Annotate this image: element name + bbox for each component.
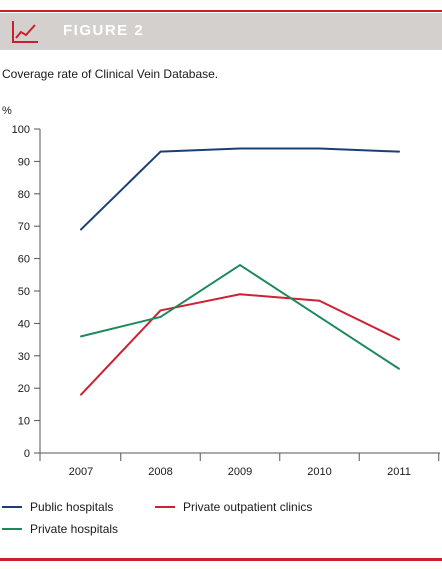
chart-axes (39, 129, 440, 454)
legend-swatch-private-outpatient-clinics (155, 506, 175, 508)
data-point-public-hospitals (159, 150, 162, 153)
x-tick-label: 2007 (69, 466, 93, 478)
data-point-private-outpatient-clinics (80, 393, 82, 396)
data-point-private-hospitals (318, 315, 321, 318)
y-tick-label: 60 (18, 254, 30, 266)
x-tick-label: 2011 (387, 466, 411, 478)
y-tick-label: 100 (12, 124, 30, 136)
data-point-private-hospitals (239, 264, 241, 267)
x-tick-label: 2008 (148, 466, 172, 478)
figure-header: FIGURE 2 (0, 13, 442, 50)
data-point-private-outpatient-clinics (159, 309, 162, 312)
data-point-private-hospitals (159, 315, 162, 318)
line-chart-icon (12, 21, 38, 43)
legend-swatch-public-hospitals (2, 506, 22, 508)
legend-label-public-hospitals: Public hospitals (30, 500, 114, 514)
data-point-public-hospitals (318, 147, 321, 150)
legend-item-private-hospitals: Private hospitals (2, 522, 118, 536)
data-point-public-hospitals (239, 147, 241, 150)
legend-swatch-private-hospitals (2, 528, 22, 530)
y-tick-label: 70 (18, 221, 30, 233)
series-line-public-hospitals (80, 147, 400, 231)
y-tick-label: 40 (18, 318, 30, 330)
y-ticks: 0 10 20 30 40 50 60 70 80 90 100 (12, 124, 40, 460)
series-line-private-outpatient-clinics (80, 293, 400, 396)
y-tick-label: 20 (18, 383, 30, 395)
data-point-public-hospitals (80, 228, 82, 231)
line-chart: % 0 10 20 30 40 50 60 70 80 90 100 2007 2008 2009 201… (2, 105, 440, 478)
y-tick-label: 80 (18, 189, 30, 201)
legend-item-private-outpatient-clinics: Private outpatient clinics (155, 500, 312, 514)
legend-label-private-hospitals: Private hospitals (30, 522, 119, 536)
y-tick-label: 10 (18, 416, 30, 428)
x-ticks: 2007 2008 2009 2010 2011 (39, 453, 440, 478)
bottom-accent-line (0, 558, 442, 561)
x-tick-label: 2010 (307, 466, 331, 478)
chart-legend: Public hospitals Private outpatient clin… (0, 498, 442, 546)
y-tick-label: 50 (18, 286, 30, 298)
data-point-public-hospitals (398, 150, 400, 153)
y-tick-label: 0 (24, 448, 30, 460)
data-point-private-outpatient-clinics (398, 338, 400, 341)
figure-caption: Coverage rate of Clinical Vein Database. (2, 67, 219, 81)
data-point-private-hospitals (398, 367, 400, 370)
legend-item-public-hospitals: Public hospitals (2, 500, 113, 514)
chart-series (80, 147, 400, 396)
figure-label: FIGURE 2 (63, 22, 145, 39)
y-tick-label: 30 (18, 351, 30, 363)
data-point-private-hospitals (80, 335, 82, 338)
data-point-private-outpatient-clinics (318, 299, 321, 302)
y-tick-label: 90 (18, 156, 30, 168)
data-point-private-outpatient-clinics (239, 293, 241, 296)
legend-label-private-outpatient-clinics: Private outpatient clinics (183, 500, 313, 514)
x-tick-label: 2009 (228, 466, 252, 478)
top-accent-line (0, 10, 442, 12)
y-axis-unit: % (2, 105, 12, 117)
